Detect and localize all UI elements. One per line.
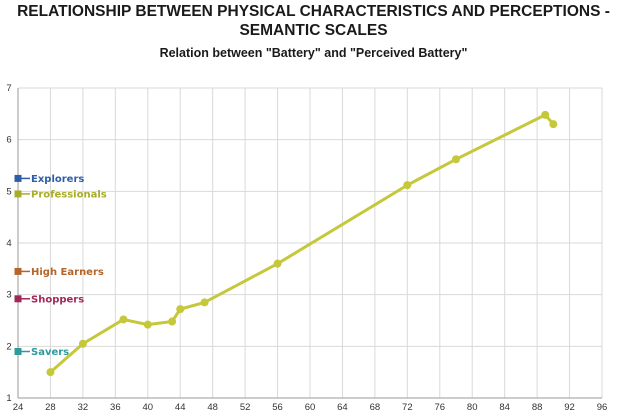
segment-marker — [14, 174, 22, 182]
x-tick-label: 36 — [110, 402, 121, 413]
segment-marker — [14, 348, 22, 355]
x-tick-label: 84 — [499, 402, 510, 413]
x-tick-label: 32 — [78, 402, 89, 413]
y-tick-label: 6 — [6, 135, 11, 146]
x-tick-label: 68 — [370, 402, 381, 413]
data-point — [46, 368, 55, 377]
data-point — [273, 259, 282, 268]
data-point — [168, 317, 177, 326]
data-point — [541, 110, 550, 119]
chart-title-line2: SEMANTIC SCALES — [239, 22, 388, 39]
x-tick-label: 44 — [175, 402, 186, 413]
y-tick-label: 3 — [6, 290, 11, 301]
x-tick-label: 60 — [305, 402, 316, 413]
data-point — [549, 120, 558, 129]
y-tick-label: 4 — [6, 238, 11, 249]
x-tick-label: 28 — [45, 402, 56, 413]
data-point — [143, 320, 152, 329]
y-tick-label: 7 — [6, 83, 11, 94]
segment-marker — [14, 190, 22, 198]
y-tick-label: 5 — [6, 186, 11, 197]
segment-label: Savers — [31, 347, 69, 358]
x-tick-label: 96 — [597, 402, 608, 413]
segment-label: High Earners — [31, 267, 104, 278]
x-tick-label: 76 — [434, 402, 445, 413]
x-tick-label: 40 — [142, 402, 153, 413]
x-tick-label: 88 — [532, 402, 543, 413]
chart-title: RELATIONSHIP BETWEEN PHYSICAL CHARACTERI… — [0, 2, 627, 40]
chart-subtitle: Relation between "Battery" and "Perceive… — [159, 46, 468, 60]
x-tick-label: 56 — [272, 402, 283, 413]
data-point — [176, 305, 185, 314]
segment-marker — [14, 267, 22, 275]
x-tick-label: 24 — [13, 402, 24, 413]
series-line — [49, 113, 555, 374]
x-tick-label: 52 — [240, 402, 251, 413]
chart-title-line1: RELATIONSHIP BETWEEN PHYSICAL CHARACTERI… — [17, 3, 610, 20]
x-tick-label: 48 — [207, 402, 218, 413]
x-tick-label: 80 — [467, 402, 478, 413]
x-tick-label: 72 — [402, 402, 413, 413]
x-tick-label: 64 — [337, 402, 348, 413]
data-point — [403, 181, 412, 190]
segment-label: Shoppers — [31, 294, 84, 305]
data-point — [452, 155, 460, 164]
segment-label: Explorers — [31, 174, 84, 185]
data-point — [119, 315, 128, 324]
y-tick-label: 2 — [6, 341, 11, 352]
y-tick-label: 1 — [6, 393, 11, 404]
data-point — [200, 298, 209, 307]
segment-label: Professionals — [31, 189, 107, 200]
data-point — [78, 339, 87, 348]
segment-marker — [14, 295, 22, 303]
x-tick-label: 92 — [564, 402, 575, 413]
